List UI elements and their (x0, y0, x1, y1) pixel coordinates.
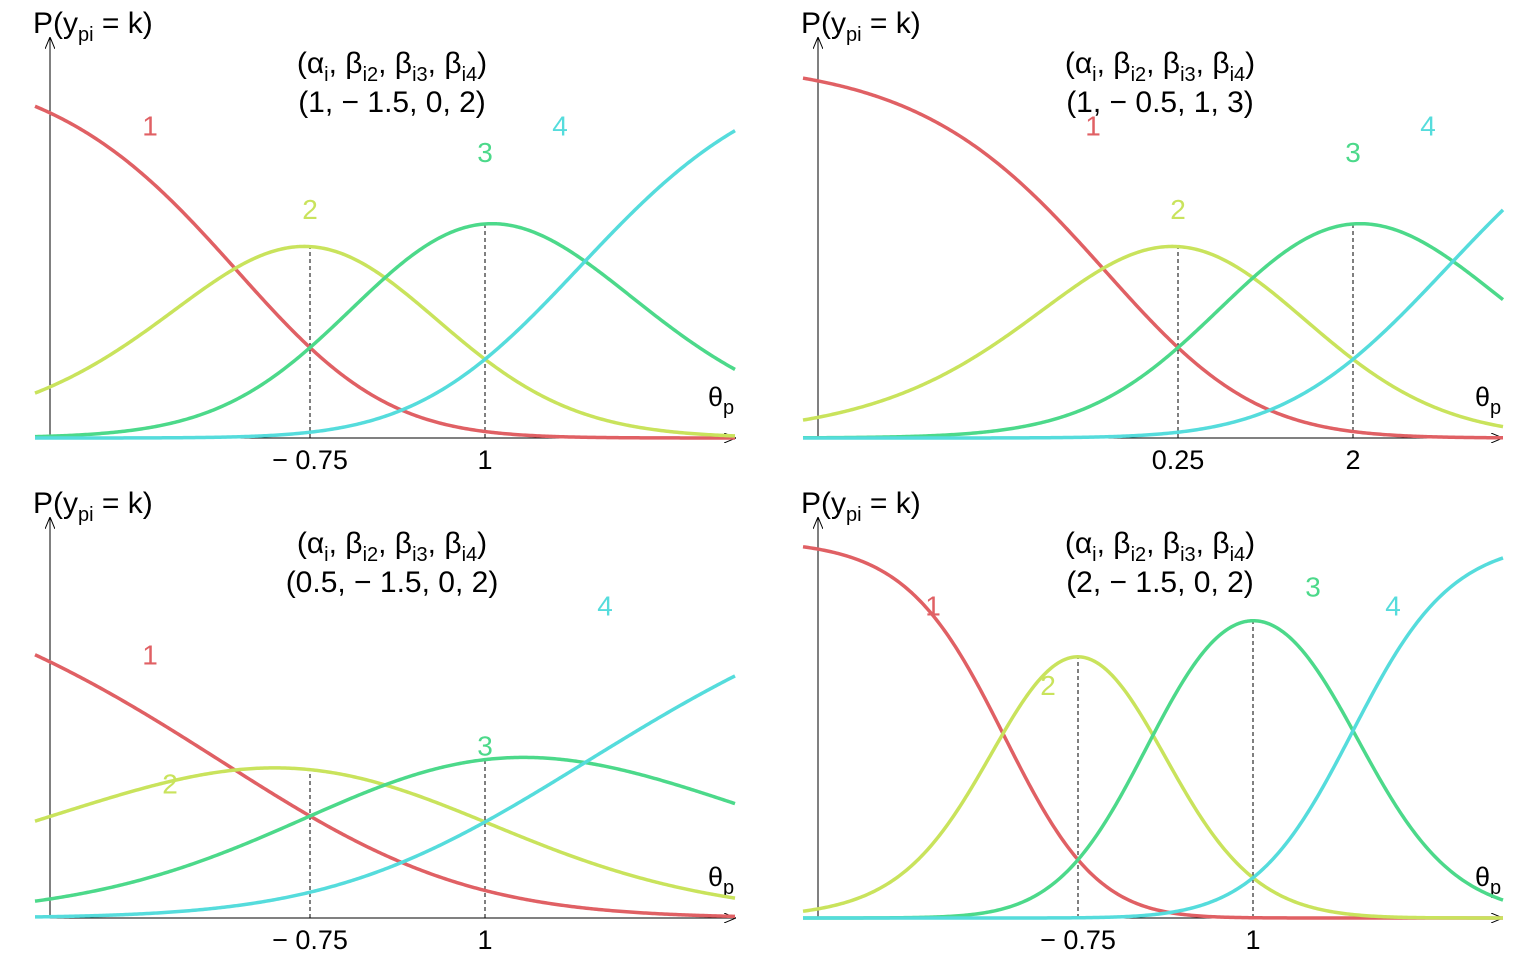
parameter-header: (αi, βi2, βi3, βi4) (297, 47, 487, 86)
x-tick-label: 2 (1345, 445, 1360, 475)
category-3-label: 3 (477, 730, 493, 761)
category-2-label: 2 (1040, 670, 1056, 701)
category-2-label: 2 (302, 194, 318, 225)
category-3-curve (803, 618, 1504, 920)
category-3-curve (802, 221, 1505, 440)
x-tick-label: 0.25 (1152, 445, 1205, 475)
category-4-label: 4 (1420, 111, 1436, 142)
parameter-header: (αi, βi2, βi3, βi4) (1065, 527, 1255, 566)
category-2-curve (802, 244, 1504, 429)
category-1-curve (34, 653, 736, 919)
category-4-label: 4 (552, 111, 568, 142)
parameter-header: (αi, βi2, βi3, βi4) (1065, 47, 1255, 86)
category-1-label: 1 (925, 591, 941, 622)
category-2-label: 2 (162, 768, 178, 799)
parameter-values: (0.5, − 1.5, 0, 2) (286, 566, 499, 599)
x-tick-label: − 0.75 (272, 445, 348, 475)
category-4-curve (803, 208, 1505, 440)
category-2-label: 2 (1170, 194, 1186, 225)
panel-3: P(ypi = k) (αi, βi2, βi3, βi4)(0.5, − 1.5… (33, 487, 735, 955)
category-3-label: 3 (1345, 137, 1361, 168)
x-axis-label: θp (1475, 862, 1501, 899)
category-1-label: 1 (142, 640, 158, 671)
parameter-values: (1, − 1.5, 0, 2) (298, 86, 486, 119)
panel-2: P(ypi = k) (αi, βi2, βi3, βi4)(1, − 0.5, … (801, 7, 1505, 475)
x-tick-label: 1 (477, 925, 492, 955)
category-2-curve (802, 655, 1503, 920)
parameter-values: (1, − 0.5, 1, 3) (1066, 86, 1254, 119)
panel-4: P(ypi = k) (αi, βi2, βi3, βi4)(2, − 1.5, … (801, 487, 1504, 955)
category-4-curve (35, 129, 736, 440)
x-tick-label: 1 (477, 445, 492, 475)
parameter-header: (αi, βi2, βi3, βi4) (297, 527, 487, 566)
category-1-label: 1 (142, 111, 158, 142)
category-1-curve (34, 104, 735, 440)
category-3-label: 3 (477, 137, 493, 168)
category-3-curve (34, 221, 736, 439)
category-4-label: 4 (597, 591, 613, 622)
category-4-curve (803, 556, 1504, 920)
category-4-curve (34, 674, 736, 919)
x-axis-label: θp (708, 382, 734, 419)
category-1-curve (802, 76, 1504, 440)
category-4-label: 4 (1385, 591, 1401, 622)
panel-1: P(ypi = k) (αi, βi2, βi3, βi4)(1, − 1.5, … (33, 7, 735, 475)
x-axis-label: θp (708, 862, 734, 899)
y-axis-label: P(ypi = k) (801, 487, 921, 526)
y-axis-label: P(ypi = k) (33, 7, 153, 46)
x-tick-label: − 0.75 (272, 925, 348, 955)
category-3-curve (34, 755, 736, 903)
category-2-curve (34, 244, 736, 438)
parameter-values: (2, − 1.5, 0, 2) (1066, 566, 1254, 599)
x-axis-label: θp (1475, 382, 1501, 419)
x-tick-label: 1 (1245, 925, 1260, 955)
category-3-label: 3 (1305, 572, 1321, 603)
y-axis-label: P(ypi = k) (33, 487, 153, 526)
y-axis-label: P(ypi = k) (801, 7, 921, 46)
x-tick-label: − 0.75 (1040, 925, 1116, 955)
category-1-label: 1 (1085, 111, 1101, 142)
